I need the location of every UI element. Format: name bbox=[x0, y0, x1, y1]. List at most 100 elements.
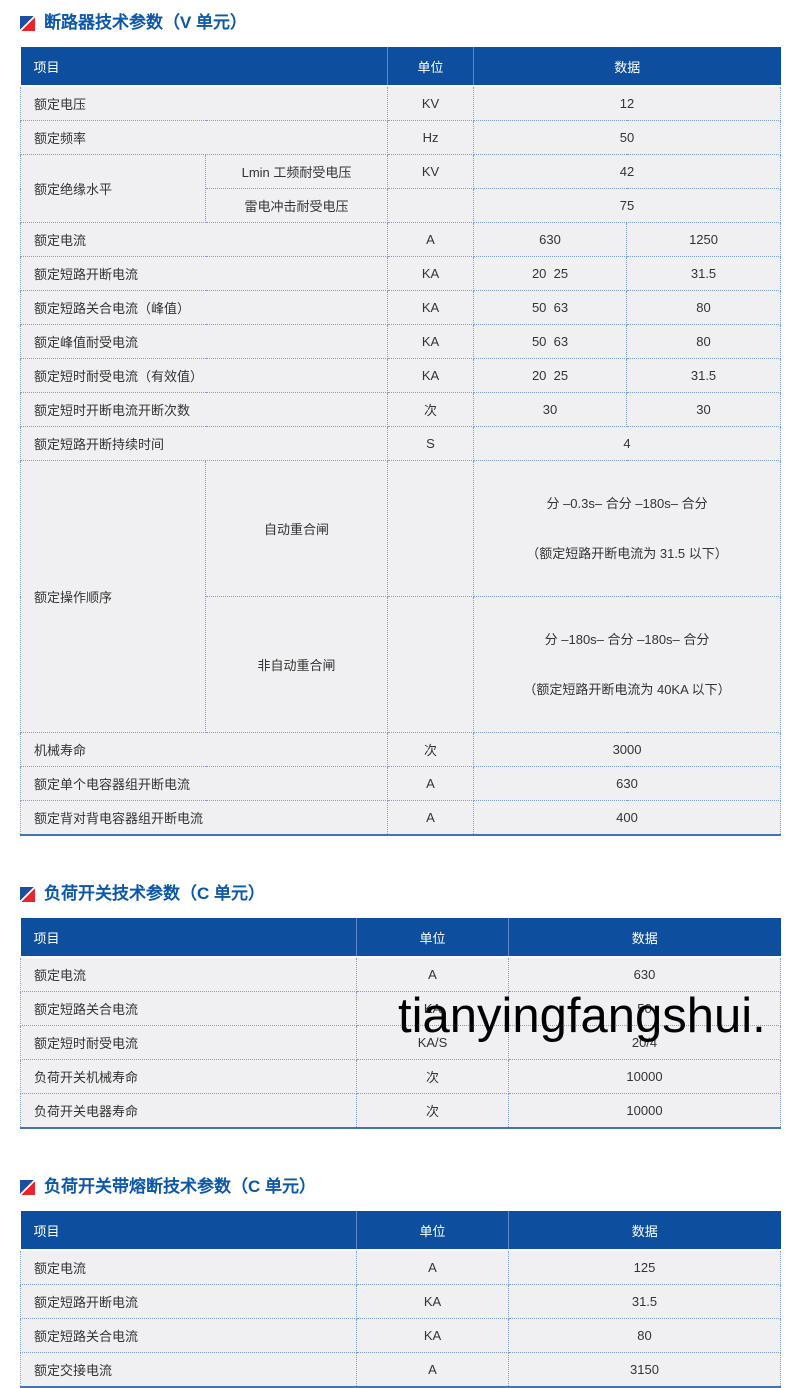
cell-item-group: 额定绝缘水平 bbox=[20, 154, 206, 223]
cell-unit: KV bbox=[387, 154, 475, 189]
section-title-load-switch-fuse: 负荷开关带熔断技术参数（C 单元） bbox=[20, 1176, 780, 1198]
cell-data: 1250 bbox=[626, 222, 782, 257]
cell-data: 630 bbox=[473, 766, 782, 801]
cell-item: 额定交接电流 bbox=[20, 1352, 357, 1387]
section-title-circuit-breaker: 断路器技术参数（V 单元） bbox=[20, 12, 780, 34]
column-header-data: 数据 bbox=[508, 918, 781, 958]
cell-data: 80 bbox=[626, 290, 782, 325]
cell-data: 125 bbox=[508, 1249, 781, 1285]
cell-data: 75 bbox=[473, 188, 782, 223]
cell-unit: KA bbox=[387, 290, 475, 325]
table-row: 额定交接电流 A 3150 bbox=[20, 1352, 781, 1387]
cell-data: 50 63 bbox=[473, 324, 628, 359]
table-row: 额定短时耐受电流 KA/S 20/4 bbox=[20, 1025, 781, 1060]
cell-data: 31.5 bbox=[626, 256, 782, 291]
cell-unit: A bbox=[356, 1352, 509, 1387]
column-header-unit: 单位 bbox=[356, 1211, 509, 1251]
table-row: 负荷开关电器寿命 次 10000 bbox=[20, 1093, 781, 1128]
cell-data: 10000 bbox=[508, 1059, 781, 1094]
cell-unit: KA bbox=[356, 1318, 509, 1353]
cell-unit: A bbox=[387, 766, 475, 801]
cell-item: 额定短路开断电流 bbox=[19, 256, 389, 291]
cell-unit: 次 bbox=[387, 732, 475, 767]
table-row: 额定短时耐受电流（有效值） KA 20 25 31.5 bbox=[19, 358, 782, 393]
cell-data: 12 bbox=[473, 85, 782, 121]
cell-unit bbox=[387, 188, 475, 223]
cell-unit: Hz bbox=[387, 120, 475, 155]
column-header-item: 项目 bbox=[20, 918, 357, 958]
cell-data: 3150 bbox=[508, 1352, 781, 1387]
data-line-2: （额定短路开断电流为 31.5 以下） bbox=[526, 545, 728, 561]
cell-data: 3000 bbox=[473, 732, 782, 767]
cell-unit: A bbox=[356, 1249, 509, 1285]
cell-item: 额定频率 bbox=[19, 120, 389, 155]
table-row: 额定短路开断电流 KA 20 25 31.5 bbox=[19, 256, 782, 291]
table-row: 额定电流 A 630 bbox=[20, 956, 781, 992]
cell-data: 42 bbox=[473, 154, 782, 189]
cell-data: 630 bbox=[473, 222, 628, 257]
diagonal-square-bullet-icon bbox=[20, 15, 35, 31]
cell-item: 额定短路开断持续时间 bbox=[19, 426, 389, 461]
column-header-data: 数据 bbox=[473, 47, 781, 87]
cell-data: 30 bbox=[473, 392, 628, 427]
data-line-1: 分 –0.3s– 合分 –180s– 合分 bbox=[546, 496, 708, 511]
cell-data: 20 25 bbox=[473, 256, 628, 291]
table-row: 额定单个电容器组开断电流 A 630 bbox=[19, 766, 782, 801]
section-title-text: 负荷开关带熔断技术参数（C 单元） bbox=[44, 1177, 316, 1196]
watermark-text: tianyingfangshui. bbox=[398, 989, 766, 1043]
cell-data: 50 63 bbox=[473, 290, 628, 325]
cell-unit bbox=[387, 596, 475, 733]
table-row: 额定短路关合电流（峰值） KA 50 63 80 bbox=[19, 290, 782, 325]
cell-item: 额定电压 bbox=[19, 85, 389, 121]
data-line-1: 分 –180s– 合分 –180s– 合分 bbox=[544, 632, 710, 647]
cell-data: 630 bbox=[508, 956, 781, 992]
cell-item: 额定短路关合电流（峰值） bbox=[19, 290, 389, 325]
cell-subitem: 自动重合闸 bbox=[204, 460, 389, 597]
table-row: 额定短时开断电流开断次数 次 30 30 bbox=[19, 392, 782, 427]
column-header-unit: 单位 bbox=[387, 47, 474, 87]
cell-item-group: 额定操作顺序 bbox=[20, 460, 206, 733]
cell-data: 分 –180s– 合分 –180s– 合分 （额定短路开断电流为 40KA 以下… bbox=[473, 596, 782, 733]
cell-unit: A bbox=[387, 222, 475, 257]
cell-item: 额定短时开断电流开断次数 bbox=[19, 392, 389, 427]
cell-item: 额定峰值耐受电流 bbox=[19, 324, 389, 359]
cell-unit: KA/S bbox=[356, 1025, 509, 1060]
table-row: 额定操作顺序 自动重合闸 分 –0.3s– 合分 –180s– 合分 （额定短路… bbox=[20, 460, 782, 733]
cell-subitem: 非自动重合闸 bbox=[204, 596, 389, 733]
table-header-row: 项目 单位 数据 bbox=[20, 918, 781, 958]
cell-item: 机械寿命 bbox=[19, 732, 389, 767]
cell-unit: A bbox=[356, 956, 509, 992]
cell-data: 4 bbox=[473, 426, 782, 461]
table-row: 额定短路开断电流 KA 31.5 bbox=[20, 1284, 781, 1319]
table-row: 额定短路关合电流 KA 80 bbox=[20, 1318, 781, 1353]
column-header-unit: 单位 bbox=[356, 918, 509, 958]
cell-unit: 次 bbox=[356, 1093, 509, 1128]
cell-item: 额定电流 bbox=[20, 1249, 357, 1285]
cell-data: 50 bbox=[508, 991, 781, 1026]
cell-unit: KA bbox=[387, 256, 475, 291]
table-row: 额定绝缘水平 Lmin 工频耐受电压 KV 42 bbox=[20, 154, 782, 223]
column-header-item: 项目 bbox=[20, 1211, 357, 1251]
column-header-data: 数据 bbox=[508, 1211, 781, 1251]
cell-data: 31.5 bbox=[508, 1284, 781, 1319]
cell-data: 80 bbox=[508, 1318, 781, 1353]
cell-item: 额定单个电容器组开断电流 bbox=[19, 766, 389, 801]
cell-unit: 次 bbox=[387, 392, 475, 427]
cell-item: 额定背对背电容器组开断电流 bbox=[19, 800, 389, 835]
section-load-switch-fuse: 负荷开关带熔断技术参数（C 单元） 项目 单位 数据 额定电流 A 125 额定… bbox=[20, 1176, 781, 1388]
cell-item: 额定短路关合电流 bbox=[20, 1318, 357, 1353]
cell-subitem: Lmin 工频耐受电压 bbox=[204, 154, 389, 189]
table-row: 额定频率 Hz 50 bbox=[19, 120, 782, 155]
cell-item: 额定短路关合电流 bbox=[20, 991, 357, 1026]
table-row: 机械寿命 次 3000 bbox=[19, 732, 782, 767]
cell-data: 分 –0.3s– 合分 –180s– 合分 （额定短路开断电流为 31.5 以下… bbox=[473, 460, 782, 597]
diagonal-square-bullet-icon bbox=[20, 886, 35, 902]
cell-unit bbox=[387, 460, 475, 597]
cell-unit: KA bbox=[356, 1284, 509, 1319]
cell-data: 20 25 bbox=[473, 358, 628, 393]
table-row: 负荷开关机械寿命 次 10000 bbox=[20, 1059, 781, 1094]
cell-unit: S bbox=[387, 426, 475, 461]
cell-data: 50 bbox=[473, 120, 782, 155]
cell-unit: A bbox=[387, 800, 475, 835]
table-row: 雷电冲击耐受电压 75 bbox=[21, 188, 782, 223]
